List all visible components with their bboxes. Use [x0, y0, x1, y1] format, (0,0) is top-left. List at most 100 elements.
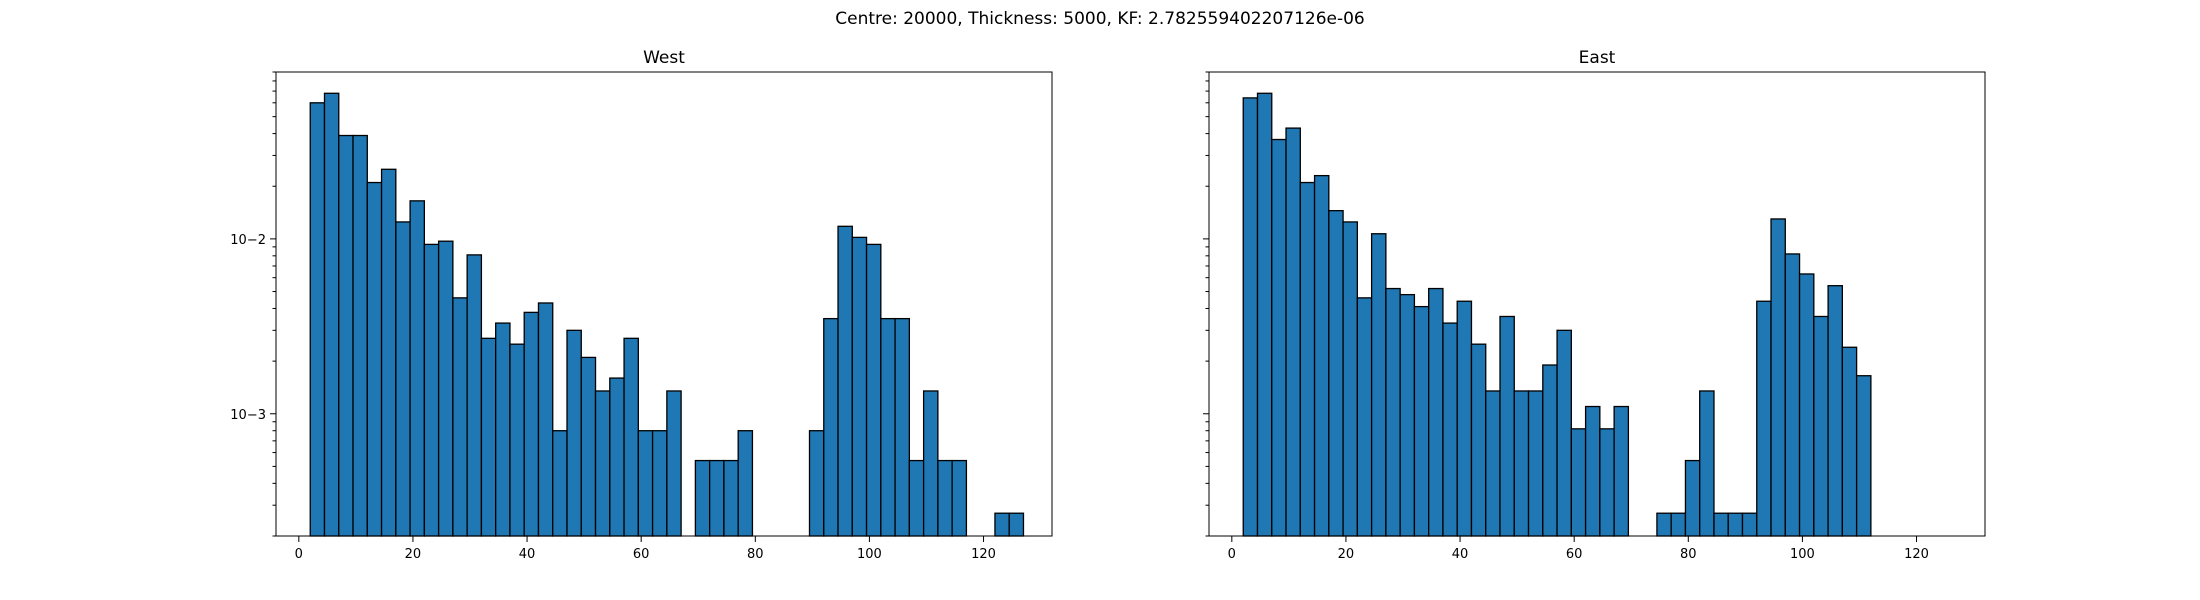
histogram-bar — [1513, 390, 1530, 537]
histogram-bar — [1542, 364, 1558, 537]
histogram-bar — [1784, 253, 1801, 537]
histogram-bar — [1656, 512, 1672, 537]
histogram-bar — [437, 240, 454, 537]
histogram-bar — [609, 377, 625, 537]
histogram-bar — [480, 337, 497, 537]
x-tick-label: 60 — [1566, 547, 1583, 562]
histogram-bar — [851, 236, 868, 537]
panel-east: East 0 20 40 60 80 100 120 — [1203, 48, 1986, 562]
histogram-bar — [309, 102, 326, 537]
histogram-bar — [994, 512, 1010, 537]
histogram-bar — [1798, 273, 1815, 537]
histogram-bar — [1827, 285, 1844, 537]
histogram-bar — [1256, 92, 1273, 537]
histogram-bar — [452, 297, 468, 537]
histogram-bar — [708, 459, 725, 537]
histogram-bar — [1599, 428, 1615, 537]
histogram-bar — [1385, 287, 1401, 537]
histogram-bar — [1670, 512, 1687, 537]
histogram-bar — [1556, 329, 1572, 537]
x-tick-label: 0 — [1228, 547, 1236, 562]
histogram-bar — [409, 200, 426, 537]
x-tick-label: 120 — [1904, 547, 1929, 562]
histogram-bar — [566, 329, 582, 537]
y-tick-label: 10−2 — [230, 233, 266, 248]
histogram-bar — [1428, 287, 1444, 537]
histogram-bar — [509, 343, 525, 537]
histogram-bar — [737, 430, 754, 537]
histogram-bar — [1584, 405, 1601, 537]
histogram-bar — [1813, 315, 1829, 537]
histogram-bar — [1442, 322, 1458, 537]
x-tick-label: 100 — [857, 547, 882, 562]
histogram-bar — [395, 221, 411, 537]
histogram-bar — [723, 459, 739, 537]
x-tick-label: 60 — [633, 547, 650, 562]
histogram-bar — [466, 254, 483, 537]
x-tick-label: 0 — [295, 547, 303, 562]
histogram-bar — [1485, 390, 1501, 537]
panels: West 0 20 40 60 80 100 120 10−3 10−2 East 0 20 40 60 80… — [230, 48, 1986, 562]
x-tick-label: 120 — [971, 547, 996, 562]
histogram-bar — [1756, 300, 1772, 537]
histogram-bar — [380, 168, 397, 537]
histogram-bar — [523, 311, 540, 537]
histogram-bar — [880, 317, 896, 537]
histogram-bar — [1841, 346, 1858, 537]
x-tick-label: 80 — [1680, 547, 1697, 562]
x-tick-label: 20 — [1338, 547, 1355, 562]
histogram-bar — [1285, 127, 1301, 537]
histogram-bar — [823, 317, 839, 537]
x-tick-label: 40 — [1452, 547, 1469, 562]
histogram-bar — [1271, 138, 1287, 537]
histogram-bar — [1356, 297, 1373, 537]
histogram-bar — [865, 243, 882, 537]
histogram-bar — [537, 302, 554, 537]
histogram-bar — [594, 390, 611, 537]
histogram-bar — [423, 243, 440, 537]
histogram-bar — [1342, 221, 1359, 537]
histogram-bar — [951, 459, 968, 537]
histogram-bar — [666, 390, 682, 537]
histogram-bar — [580, 356, 597, 537]
plot-frame — [1208, 71, 1986, 537]
y-tick-label: 10−3 — [230, 408, 266, 423]
histogram-bar — [651, 430, 668, 537]
x-tick-label: 80 — [747, 547, 764, 562]
histogram-bar — [1527, 390, 1544, 537]
histogram-bar — [1399, 293, 1416, 537]
histogram-bar — [694, 459, 711, 537]
histogram-bar — [366, 181, 383, 537]
histogram-bar — [1699, 390, 1715, 537]
histogram-bar — [1613, 405, 1630, 537]
histogram-bar — [922, 390, 939, 537]
histogram-bar — [352, 134, 368, 537]
histogram-bar — [1470, 343, 1487, 537]
histogram-bar — [937, 459, 953, 537]
histogram-bar — [1456, 300, 1473, 537]
histogram-bar — [908, 459, 925, 537]
histogram-bar — [1008, 512, 1025, 537]
histogram-bar — [1727, 512, 1744, 537]
plot-frame — [275, 71, 1053, 537]
histogram-bar — [1770, 218, 1786, 537]
histogram-bar — [1570, 428, 1587, 537]
x-tick-label: 20 — [405, 547, 422, 562]
histogram-bar — [808, 430, 825, 537]
panel-title: West — [643, 48, 685, 68]
histogram-bar — [623, 337, 639, 537]
histogram-bar — [1313, 174, 1330, 537]
histogram-bar — [894, 317, 911, 537]
histogram-bar — [495, 322, 511, 537]
histogram-bar — [1328, 210, 1344, 537]
histogram-bar — [637, 430, 654, 537]
x-tick-label: 100 — [1790, 547, 1815, 562]
x-tick-label: 40 — [519, 547, 536, 562]
histogram-bar — [1242, 97, 1259, 537]
histogram-bar — [837, 225, 853, 537]
histogram-bar — [1713, 512, 1729, 537]
panel-title: East — [1579, 48, 1616, 68]
histogram-bar — [1299, 181, 1316, 537]
